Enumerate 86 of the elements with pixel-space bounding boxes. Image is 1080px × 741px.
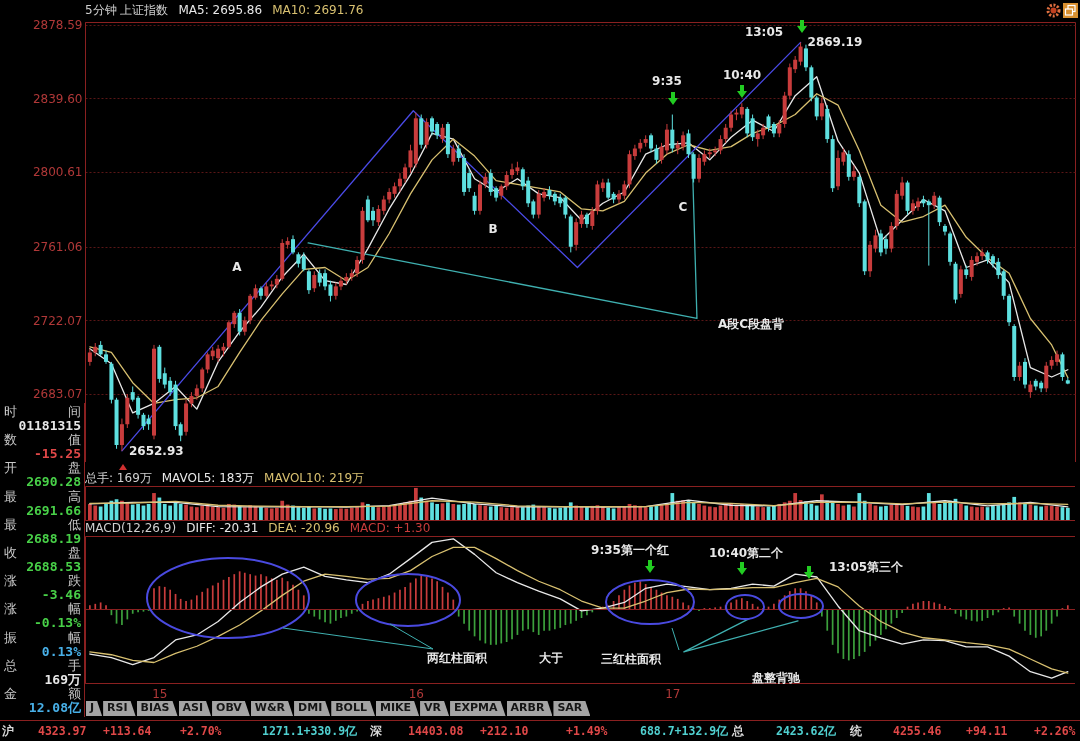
- text: 4255.46: [893, 724, 942, 738]
- tab: SAR: [553, 701, 591, 716]
- text: 总手: [4, 657, 81, 673]
- text: 涨幅: [4, 601, 81, 617]
- text: -15.25: [33, 446, 81, 462]
- tab: W&R: [250, 701, 294, 716]
- text: -3.46: [40, 587, 81, 603]
- text: 开盘: [4, 460, 81, 476]
- text: 0.13%: [40, 643, 81, 659]
- text: -0.13%: [33, 615, 81, 631]
- annotation: B: [488, 222, 498, 236]
- text: 沪: [2, 724, 14, 738]
- text: 169万: [43, 671, 81, 687]
- text: 4323.97: [38, 724, 87, 738]
- annotation: 13:05: [744, 25, 784, 39]
- series-label: MAVOL10: 219万: [264, 471, 365, 485]
- text: 2423.62亿: [776, 724, 837, 738]
- annotation: 10:40第二个: [708, 546, 785, 560]
- text: 收盘: [4, 544, 81, 561]
- text: 688.7+132.9亿: [640, 724, 729, 738]
- annotation: 三红柱面积: [601, 652, 662, 666]
- tab: BOLL: [331, 701, 375, 716]
- text: +2.26%: [1034, 724, 1076, 738]
- text: +113.64: [103, 724, 152, 738]
- text: 数值: [4, 432, 81, 448]
- annotation: 9:35第一个红: [591, 543, 669, 557]
- chart-title: 5分钟 上证指数: [85, 3, 169, 17]
- tab: ASI: [178, 701, 212, 716]
- y-tick-label: 2761.06: [32, 240, 83, 255]
- text: 01181315: [17, 418, 81, 434]
- text: DIFF: -20.31: [186, 521, 259, 535]
- annotation: 2652.93: [128, 443, 184, 458]
- y-tick-label: 2683.07: [32, 387, 83, 402]
- text: 最低: [4, 516, 81, 532]
- tab: OBV: [212, 701, 250, 716]
- annotation: A段C段盘背: [717, 317, 786, 331]
- text: 总: [732, 724, 744, 738]
- text: 深: [370, 724, 382, 738]
- text: 振幅: [4, 629, 81, 645]
- text: 最高: [4, 488, 81, 504]
- annotation: 13:05第三个: [828, 560, 905, 574]
- series-label: MAVOL5: 183万: [161, 471, 255, 485]
- annotation: 10:40: [722, 68, 762, 82]
- tab: RSI: [103, 701, 136, 716]
- text: +2.70%: [180, 724, 222, 738]
- text: 1271.1+330.9亿: [262, 724, 358, 738]
- annotation: A: [232, 260, 243, 274]
- tab: DMI: [294, 701, 331, 716]
- text: 12.08亿: [27, 699, 81, 716]
- x-tick-label: 16: [408, 686, 424, 701]
- annotation: 9:35: [652, 74, 682, 88]
- y-tick-label: 2878.59: [32, 18, 83, 33]
- text: 2691.66: [25, 502, 81, 518]
- y-tick-label: 2800.61: [32, 165, 83, 180]
- tab: J: [86, 701, 103, 716]
- annotation: C: [678, 200, 688, 214]
- text: 2688.19: [25, 530, 81, 546]
- text: 统: [850, 724, 862, 738]
- text: DEA: -20.96: [268, 521, 340, 535]
- x-tick-label: 17: [665, 686, 681, 701]
- tab: ARBR: [506, 701, 553, 716]
- text: +212.10: [480, 724, 529, 738]
- text: MA5: 2695.86: [178, 3, 263, 17]
- text: 涨跌: [4, 573, 81, 589]
- text: 时间: [4, 404, 81, 420]
- y-tick-label: 2839.60: [32, 91, 83, 106]
- chart-title: MACD(12,26,9): [85, 521, 177, 535]
- tab: VR: [420, 701, 450, 716]
- annotation: 两红柱面积: [426, 651, 488, 665]
- annotation: 2869.19: [807, 35, 863, 50]
- text: MACD: +1.30: [349, 521, 431, 535]
- tab: BIAS: [136, 701, 178, 716]
- text: 2688.53: [25, 559, 81, 575]
- text: MA10: 2691.76: [272, 3, 364, 17]
- x-tick-label: 15: [152, 686, 168, 701]
- text: +94.11: [966, 724, 1008, 738]
- annotation: 盘整背驰: [751, 671, 801, 685]
- text: +1.49%: [566, 724, 608, 738]
- tab: MIKE: [376, 701, 420, 716]
- annotation: 大于: [539, 651, 563, 665]
- text: 2690.28: [25, 474, 81, 490]
- y-tick-label: 2722.07: [32, 313, 83, 328]
- chart-title: 总手: 169万: [84, 471, 152, 485]
- tab: EXPMA: [450, 701, 506, 716]
- text: 金额: [4, 685, 81, 701]
- text: 14403.08: [408, 724, 464, 738]
